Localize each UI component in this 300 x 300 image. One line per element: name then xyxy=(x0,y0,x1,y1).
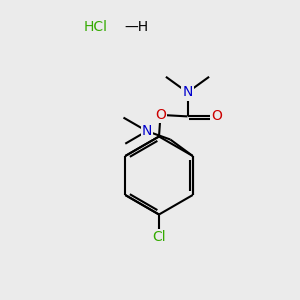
Text: N: N xyxy=(142,124,152,138)
Text: O: O xyxy=(155,108,166,122)
Text: HCl: HCl xyxy=(84,20,108,34)
Text: Cl: Cl xyxy=(152,230,166,244)
Text: O: O xyxy=(212,110,222,123)
Text: —H: —H xyxy=(124,20,148,34)
Text: N: N xyxy=(182,85,193,99)
